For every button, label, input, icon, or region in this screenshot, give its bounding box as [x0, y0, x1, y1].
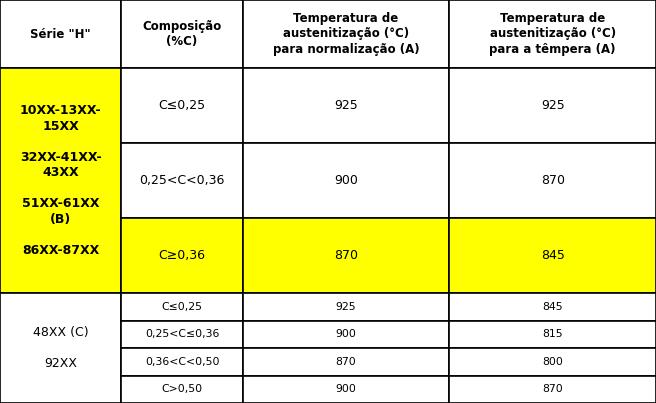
Text: C≤0,25: C≤0,25	[161, 302, 203, 312]
Bar	[121, 348, 243, 376]
Text: 870: 870	[336, 357, 356, 367]
Bar	[243, 68, 449, 143]
Text: 0,36<C<0,50: 0,36<C<0,50	[145, 357, 219, 367]
Bar	[243, 143, 449, 218]
Bar	[449, 320, 656, 348]
Bar	[449, 0, 656, 68]
Bar	[121, 143, 243, 218]
Bar	[121, 320, 243, 348]
Text: 900: 900	[336, 384, 356, 394]
Bar	[121, 68, 243, 143]
Bar	[449, 143, 656, 218]
Text: C≤0,25: C≤0,25	[159, 99, 205, 112]
Bar	[449, 218, 656, 293]
Text: 48XX (C)

92XX: 48XX (C) 92XX	[33, 326, 89, 370]
Bar	[449, 68, 656, 143]
Bar	[243, 218, 449, 293]
Text: 845: 845	[541, 249, 565, 262]
Bar	[121, 0, 243, 68]
Text: Composição
(%C): Composição (%C)	[142, 20, 222, 48]
Text: C≥0,36: C≥0,36	[159, 249, 205, 262]
Text: 925: 925	[334, 99, 358, 112]
Text: 815: 815	[543, 329, 563, 339]
Text: 925: 925	[336, 302, 356, 312]
Bar	[243, 293, 449, 320]
Bar	[243, 320, 449, 348]
Bar	[243, 376, 449, 403]
Text: 870: 870	[543, 384, 563, 394]
Bar	[0, 68, 121, 293]
Text: 870: 870	[541, 174, 565, 187]
Bar	[0, 0, 121, 68]
Bar	[121, 376, 243, 403]
Bar	[243, 0, 449, 68]
Text: C>0,50: C>0,50	[161, 384, 203, 394]
Text: 925: 925	[541, 99, 565, 112]
Text: 0,25<C<0,36: 0,25<C<0,36	[139, 174, 225, 187]
Text: 845: 845	[543, 302, 563, 312]
Text: Série "H": Série "H"	[30, 27, 91, 40]
Bar	[449, 376, 656, 403]
Text: 900: 900	[334, 174, 358, 187]
Bar	[121, 293, 243, 320]
Text: 800: 800	[543, 357, 563, 367]
Bar	[243, 348, 449, 376]
Text: Temperatura de
austenitização (°C)
para normalização (A): Temperatura de austenitização (°C) para …	[273, 12, 419, 56]
Text: 0,25<C≤0,36: 0,25<C≤0,36	[145, 329, 219, 339]
Text: 870: 870	[334, 249, 358, 262]
Bar	[449, 348, 656, 376]
Bar	[449, 293, 656, 320]
Text: 10XX-13XX-
15XX

32XX-41XX-
43XX

51XX-61XX
(B)

86XX-87XX: 10XX-13XX- 15XX 32XX-41XX- 43XX 51XX-61X…	[20, 104, 102, 257]
Bar	[0, 293, 121, 403]
Bar	[121, 218, 243, 293]
Text: Temperatura de
austenitização (°C)
para a têmpera (A): Temperatura de austenitização (°C) para …	[489, 12, 616, 56]
Text: 900: 900	[336, 329, 356, 339]
